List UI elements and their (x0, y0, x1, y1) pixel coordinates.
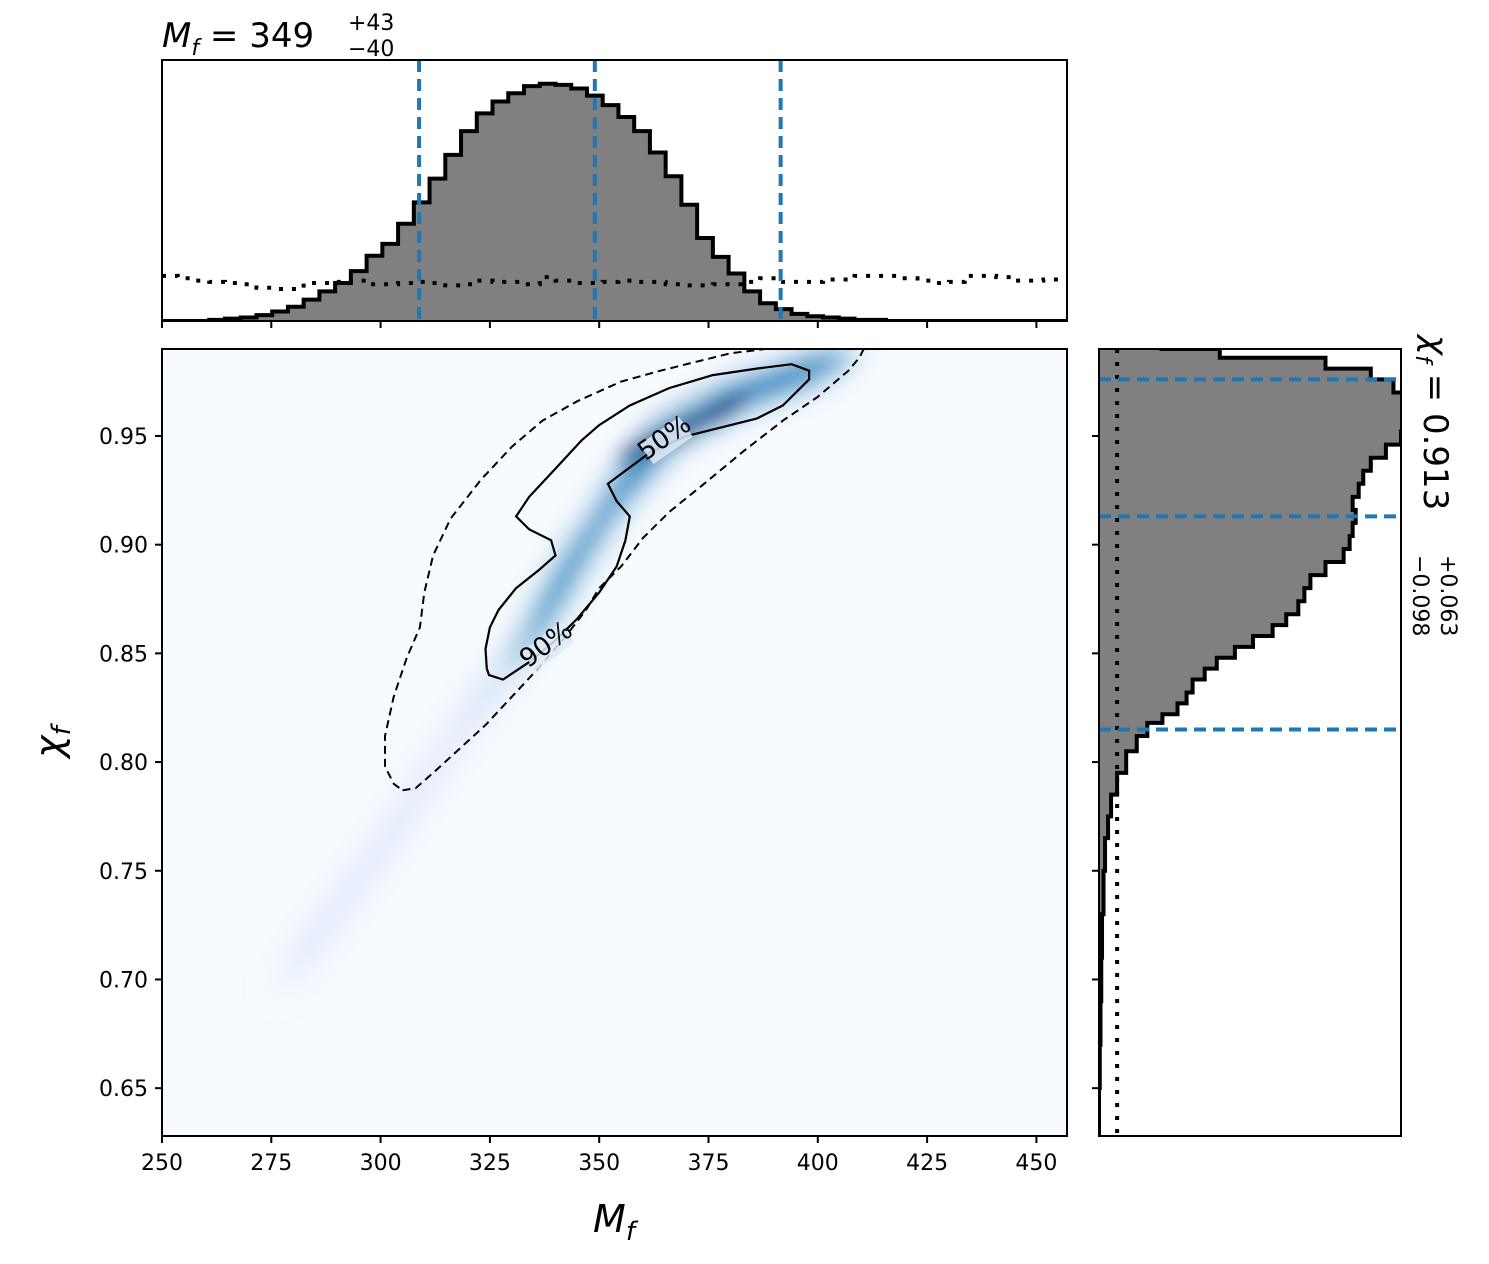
right-quantile-lines (1099, 377, 1401, 732)
x-tick-label-0: 250 (141, 1151, 183, 1176)
y-tick-label-4: 0.85 (99, 642, 148, 667)
top-panel-frame (161, 59, 1068, 322)
y-axis-label: χf (27, 722, 77, 760)
density-peak (695, 392, 749, 428)
joint-x-ticks: 250 275 300 325 350 375 400 425 450 (141, 1136, 1057, 1176)
right-title-minus: −0.098 (1407, 555, 1432, 636)
x-tick-label-7: 425 (906, 1151, 948, 1176)
top-x-ticks (161, 321, 1038, 328)
x-label-subscript: f (626, 1217, 639, 1247)
joint-y-ticks: 0.65 0.70 0.75 0.80 0.85 0.90 0.95 (99, 425, 162, 1102)
contour-label-bg (521, 623, 575, 672)
top-title-minus: −40 (348, 37, 394, 62)
y-tick-label-0: 0.65 (99, 1077, 148, 1102)
y-tick-label-5: 0.90 (99, 534, 148, 559)
top-title-median: 349 (249, 16, 314, 56)
y-label-subscript: f (47, 722, 77, 735)
contour-50-percent (484, 363, 811, 681)
x-tick-label-8: 450 (1015, 1151, 1057, 1176)
x-tick-label-3: 325 (469, 1151, 511, 1176)
top-posterior-fill (162, 83, 1067, 321)
y-tick-label-6: 0.95 (99, 425, 148, 450)
density-cell (828, 349, 851, 366)
right-title-median: 0.913 (1415, 413, 1455, 510)
top-title-plus: +43 (348, 11, 394, 36)
top-title-subscript: f (191, 36, 202, 61)
right-title-symbol: χ (1415, 333, 1455, 357)
x-tick-label-4: 350 (578, 1151, 620, 1176)
right-marginal-histogram: χf = 0.913 +0.063 −0.098 (1092, 333, 1460, 1137)
right-y-ticks (1092, 434, 1099, 1090)
top-posterior-outline (162, 81, 1067, 321)
right-title-plus: +0.063 (1435, 555, 1460, 636)
right-panel-frame (1098, 348, 1402, 1137)
x-label-symbol: M (593, 1197, 626, 1241)
top-quantile-lines (417, 60, 783, 321)
joint-density-panel: 50%90% 250 275 300 325 350 375 400 425 450 0.650… (27, 348, 1068, 1247)
y-tick-label-1: 0.70 (99, 968, 148, 993)
x-tick-label-6: 400 (797, 1151, 839, 1176)
top-prior-outline (162, 273, 1067, 291)
right-title-subscript: f (1410, 355, 1435, 366)
joint-panel-frame (161, 348, 1068, 1137)
right-posterior-outline (1099, 349, 1401, 1136)
right-stat-title: χf = 0.913 +0.063 −0.098 (1407, 333, 1460, 636)
top-title-symbol: M (162, 16, 191, 56)
y-tick-label-3: 0.80 (99, 751, 148, 776)
x-tick-label-5: 375 (687, 1151, 729, 1176)
x-axis-label: Mf (593, 1197, 639, 1247)
x-tick-label-1: 275 (250, 1151, 292, 1176)
top-stat-title: Mf = 349 (162, 16, 314, 61)
y-tick-label-2: 0.75 (99, 860, 148, 885)
x-tick-label-2: 300 (360, 1151, 402, 1176)
contour-label-bg (639, 416, 693, 465)
contour-90-percent (384, 349, 865, 792)
svg-text:χf = 0.913: χf = 0.913 (1410, 333, 1455, 510)
top-marginal-histogram: Mf = 349 +43 −40 (161, 11, 1068, 328)
right-posterior-fill (1099, 349, 1401, 1136)
y-label-symbol: χ (27, 734, 71, 760)
